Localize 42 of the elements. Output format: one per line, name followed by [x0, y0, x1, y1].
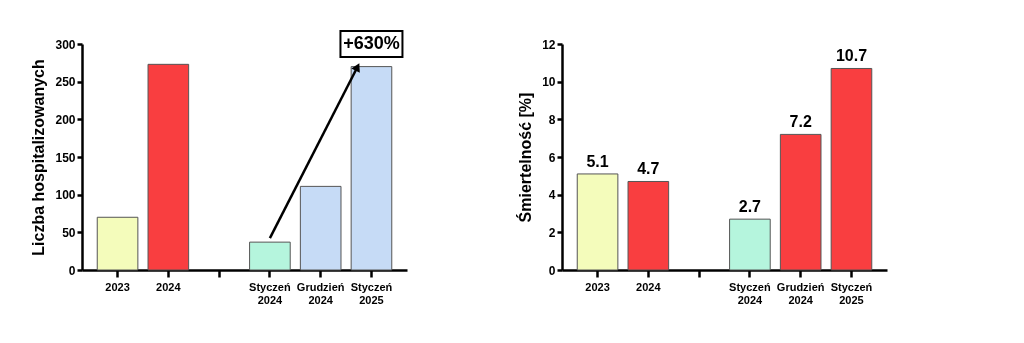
x-tick-label: Styczeń 2024: [249, 280, 291, 306]
y-tick-label: 4: [548, 188, 556, 203]
x-tick-label: Styczeń 2025: [830, 280, 873, 306]
y-tick-label: 10: [542, 75, 556, 90]
y-tick-label: 6: [548, 150, 556, 165]
data-label: 7.2: [789, 113, 812, 131]
y-tick-label: 300: [55, 37, 76, 52]
y-tick-label: 8: [548, 112, 556, 127]
data-label: 2.7: [738, 198, 762, 216]
y-tick-label: 150: [55, 150, 76, 165]
y-tick-label: 100: [55, 188, 76, 203]
bar: [779, 133, 822, 271]
y-tick-label: 12: [542, 37, 556, 52]
x-tick-label: 2024: [156, 280, 182, 293]
y-tick-label: 50: [62, 225, 76, 240]
x-tick-label: Styczeń 2025: [350, 280, 393, 306]
y-tick-label: 2: [548, 225, 556, 240]
x-tick-label: 2023: [585, 280, 610, 293]
bar: [350, 66, 393, 271]
x-tick-label: 2024: [636, 280, 662, 293]
bar: [299, 185, 342, 271]
data-label: 4.7: [637, 160, 660, 178]
annotation: +630%: [343, 33, 400, 53]
bar: [249, 241, 291, 271]
x-tick-label: 2023: [105, 280, 130, 293]
bar: [96, 216, 139, 271]
bar: [576, 173, 619, 271]
y-tick-label: 250: [55, 75, 76, 90]
y-tick-label: 0: [68, 263, 76, 278]
bar: [729, 218, 771, 271]
bar: [147, 63, 190, 271]
data-label: 5.1: [586, 152, 609, 170]
y-tick-label: 200: [55, 112, 76, 127]
y-axis-title: Śmiertelność [%]: [516, 92, 535, 223]
bar: [830, 67, 873, 271]
y-axis-title: Liczba hospitalizowanych: [30, 59, 48, 256]
x-tick-label: Styczeń 2024: [729, 280, 771, 306]
data-label: 10.7: [835, 47, 868, 65]
y-tick-label: 0: [548, 263, 556, 278]
x-tick-label: Grudzień 2024: [776, 280, 825, 306]
bar: [627, 180, 670, 271]
x-tick-label: Grudzień 2024: [296, 280, 345, 306]
